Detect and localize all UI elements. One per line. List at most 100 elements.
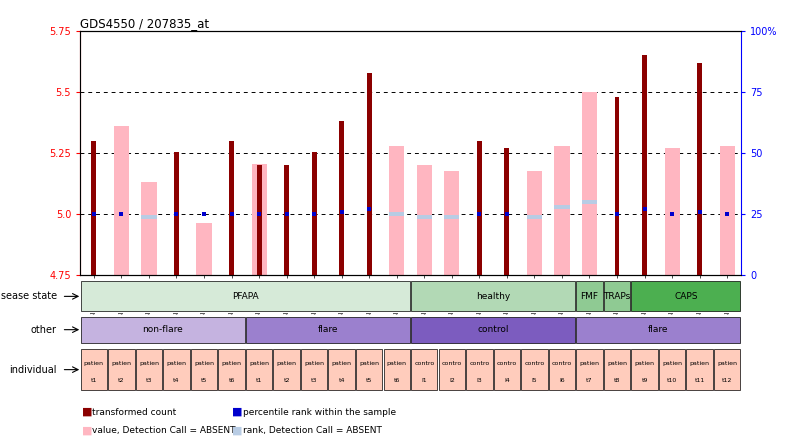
- Text: patien: patien: [690, 361, 710, 366]
- Bar: [576, 281, 602, 311]
- Bar: [527, 215, 542, 218]
- Bar: [686, 349, 713, 390]
- Text: ■: ■: [82, 407, 92, 417]
- Text: l3: l3: [477, 378, 482, 383]
- Bar: [631, 281, 740, 311]
- Text: GDS4550 / 207835_at: GDS4550 / 207835_at: [80, 17, 209, 30]
- Text: flare: flare: [318, 325, 338, 334]
- Bar: [246, 317, 410, 343]
- Bar: [697, 63, 702, 275]
- Text: flare: flare: [648, 325, 669, 334]
- Text: patien: patien: [111, 361, 131, 366]
- Text: individual: individual: [10, 365, 57, 375]
- Text: patien: patien: [359, 361, 379, 366]
- Text: contro: contro: [497, 361, 517, 366]
- Text: l1: l1: [421, 378, 427, 383]
- Text: transformed count: transformed count: [92, 408, 176, 416]
- Bar: [466, 349, 493, 390]
- Bar: [439, 349, 465, 390]
- Text: patien: patien: [579, 361, 599, 366]
- Text: FMF: FMF: [581, 292, 598, 301]
- Bar: [81, 317, 245, 343]
- Text: ■: ■: [82, 426, 92, 436]
- Bar: [411, 349, 437, 390]
- Bar: [604, 281, 630, 311]
- Text: value, Detection Call = ABSENT: value, Detection Call = ABSENT: [92, 426, 235, 435]
- Text: ■: ■: [232, 407, 243, 417]
- Text: patien: patien: [84, 361, 104, 366]
- Text: non-flare: non-flare: [143, 325, 183, 334]
- Text: t1: t1: [256, 378, 262, 383]
- Text: patien: patien: [332, 361, 352, 366]
- Bar: [135, 349, 162, 390]
- Bar: [445, 171, 460, 275]
- Bar: [411, 317, 575, 343]
- Bar: [256, 165, 262, 275]
- Text: t3: t3: [146, 378, 152, 383]
- Text: contro: contro: [469, 361, 489, 366]
- Bar: [356, 349, 382, 390]
- Bar: [389, 146, 405, 275]
- Text: contro: contro: [552, 361, 572, 366]
- Text: disease state: disease state: [0, 291, 57, 301]
- Bar: [719, 146, 735, 275]
- Text: CAPS: CAPS: [674, 292, 698, 301]
- Bar: [328, 349, 355, 390]
- Bar: [576, 349, 602, 390]
- Text: patien: patien: [607, 361, 627, 366]
- Bar: [174, 152, 179, 275]
- Text: t2: t2: [119, 378, 125, 383]
- Bar: [582, 200, 597, 204]
- Bar: [527, 171, 542, 275]
- Bar: [659, 349, 686, 390]
- Bar: [576, 317, 740, 343]
- Text: t9: t9: [642, 378, 648, 383]
- Bar: [196, 223, 211, 275]
- Bar: [91, 141, 96, 275]
- Text: t3: t3: [311, 378, 317, 383]
- Bar: [191, 349, 217, 390]
- Text: contro: contro: [414, 361, 434, 366]
- Bar: [614, 97, 619, 275]
- Text: other: other: [31, 325, 57, 335]
- Text: t5: t5: [201, 378, 207, 383]
- Bar: [108, 349, 135, 390]
- Text: patien: patien: [276, 361, 296, 366]
- Text: patien: patien: [222, 361, 242, 366]
- Bar: [642, 56, 647, 275]
- Text: patien: patien: [387, 361, 407, 366]
- Text: t7: t7: [586, 378, 593, 383]
- Text: TRAPs: TRAPs: [603, 292, 630, 301]
- Bar: [252, 164, 267, 275]
- Text: rank, Detection Call = ABSENT: rank, Detection Call = ABSENT: [243, 426, 381, 435]
- Text: patien: patien: [304, 361, 324, 366]
- Text: t10: t10: [667, 378, 677, 383]
- Bar: [389, 212, 405, 216]
- Text: patien: patien: [167, 361, 187, 366]
- Text: patien: patien: [634, 361, 654, 366]
- Text: t4: t4: [173, 378, 179, 383]
- Text: l5: l5: [532, 378, 537, 383]
- Bar: [284, 165, 289, 275]
- Bar: [417, 215, 432, 218]
- Bar: [273, 349, 300, 390]
- Text: ■: ■: [232, 426, 243, 436]
- Text: control: control: [477, 325, 509, 334]
- Bar: [631, 349, 658, 390]
- Text: patien: patien: [139, 361, 159, 366]
- Bar: [477, 141, 482, 275]
- Bar: [81, 349, 107, 390]
- Bar: [312, 152, 316, 275]
- Bar: [339, 122, 344, 275]
- Text: t5: t5: [366, 378, 372, 383]
- Text: t11: t11: [694, 378, 705, 383]
- Bar: [604, 349, 630, 390]
- Text: t12: t12: [722, 378, 732, 383]
- Text: patien: patien: [717, 361, 737, 366]
- Text: healthy: healthy: [476, 292, 510, 301]
- Bar: [141, 215, 156, 218]
- Bar: [665, 148, 680, 275]
- Text: t6: t6: [228, 378, 235, 383]
- Text: t6: t6: [393, 378, 400, 383]
- Bar: [505, 148, 509, 275]
